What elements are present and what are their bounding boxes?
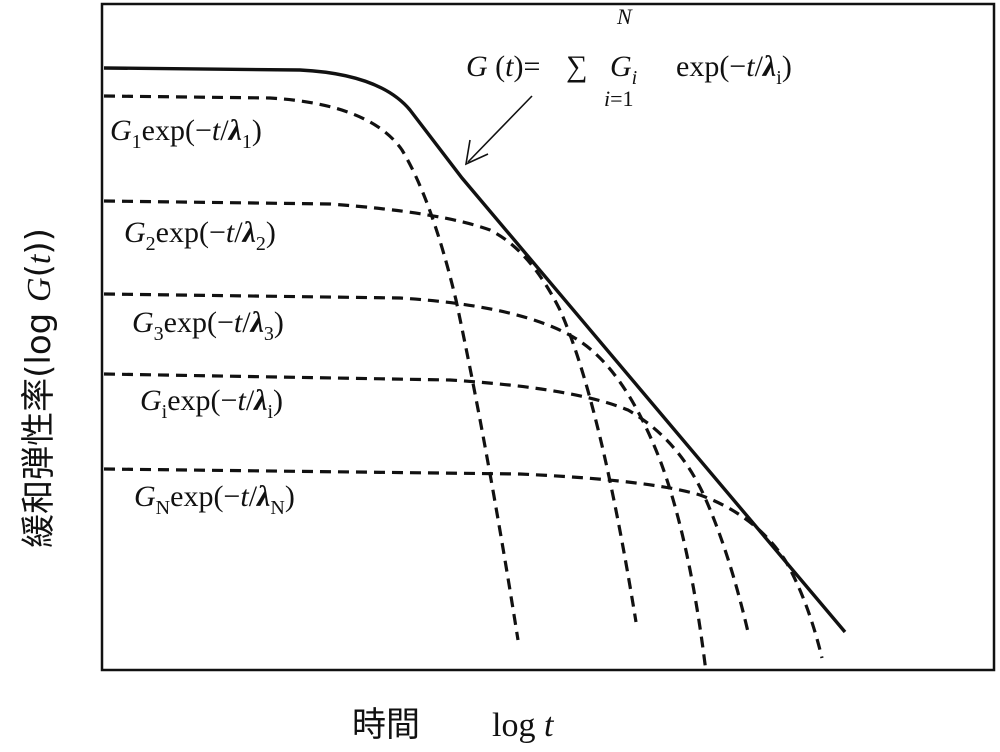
svg-text:緩和弾性率(log G(t)): 緩和弾性率(log G(t)) [19,228,59,548]
mode-N-curve [103,467,824,659]
sum-symbol: ∑ [566,50,587,83]
mode-1-label: G1exp(−t/λ1) [110,114,262,153]
sum-term-G: Gi [610,50,637,89]
sum-upper-limit: N [616,4,633,29]
mode-labels: G1exp(−t/λ1) G2exp(−t/λ2) G3exp(−t/λ3) G… [110,114,295,519]
mode-3-label: G3exp(−t/λ3) [132,306,284,345]
equation-arrow [464,95,533,166]
mode-2-label: G2exp(−t/λ2) [124,216,276,255]
mode-N-label: GNexp(−t/λN) [134,480,295,519]
x-axis-label: 時間 log t [352,705,555,745]
mode-2-curve [103,199,638,623]
svg-text:log t: log t [492,707,555,744]
total-modulus-curve [103,66,847,634]
mode-i-label: Giexp(−t/λi) [140,384,283,423]
mode-1-curve [103,94,520,641]
sum-exp-term: exp(−t/λi) [676,50,792,89]
svg-text:G (t)=: G (t)= [466,50,540,83]
sum-equation: G (t)= ∑ N Gi i=1 exp(−t/λi) [466,4,792,111]
svg-text:時間: 時間 [352,705,420,745]
mode-i-curve [103,372,750,633]
mode-3-curve [103,292,708,673]
sum-lower-limit: i=1 [604,86,634,111]
y-axis-label: 緩和弾性率(log G(t)) [19,228,59,548]
plot-frame [100,2,996,672]
curves [103,66,847,673]
